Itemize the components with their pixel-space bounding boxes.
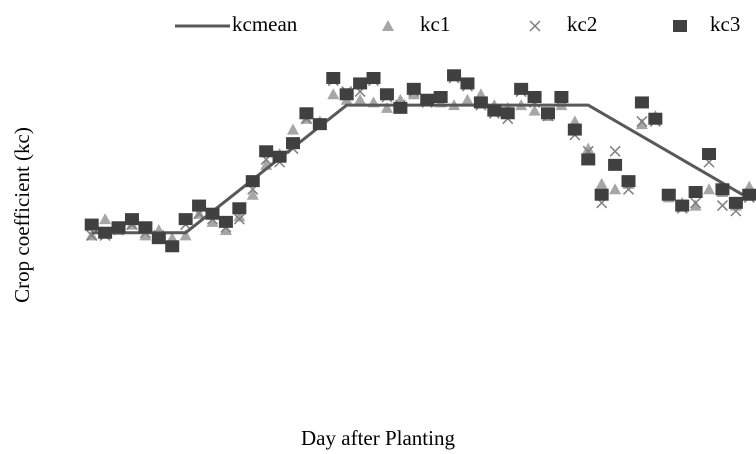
point (192, 199, 207, 212)
point (232, 202, 247, 215)
point (581, 153, 596, 166)
legend-label: kc1 (420, 12, 450, 36)
point (98, 226, 113, 239)
point (287, 123, 300, 135)
point (218, 215, 233, 228)
point (299, 107, 314, 120)
point (327, 88, 340, 100)
legend-swatch (673, 20, 687, 32)
point (675, 199, 690, 212)
legend-label: kcmean (232, 12, 298, 36)
point (527, 91, 542, 103)
point (540, 107, 555, 120)
point (272, 150, 287, 163)
point (151, 232, 166, 245)
point (99, 213, 112, 225)
point (339, 88, 354, 101)
point (219, 224, 232, 235)
x-axis-title: Day after Planting (301, 426, 455, 450)
point (500, 107, 515, 120)
point (635, 118, 648, 130)
point (393, 101, 408, 114)
point (661, 188, 676, 201)
point (380, 101, 393, 113)
y-axis-title: Crop coefficient (kc) (10, 127, 34, 303)
point (609, 145, 621, 157)
point (703, 183, 716, 195)
point (715, 183, 730, 196)
point (514, 82, 529, 95)
point (634, 96, 649, 109)
point (460, 77, 475, 90)
point (178, 213, 193, 226)
point (621, 175, 636, 188)
point (461, 93, 474, 105)
point (528, 104, 541, 116)
point (312, 118, 327, 131)
point (165, 240, 180, 253)
point (689, 199, 702, 211)
point (246, 188, 259, 200)
point (379, 88, 394, 101)
point (608, 158, 623, 171)
point (716, 200, 728, 212)
point (326, 72, 341, 84)
point (702, 148, 717, 160)
legend-swatch (529, 20, 541, 32)
point (742, 188, 756, 201)
point (594, 188, 609, 201)
point (473, 96, 488, 109)
point (353, 77, 368, 90)
point (487, 104, 502, 117)
point (609, 183, 622, 195)
point (111, 221, 126, 234)
point (233, 213, 245, 225)
point (354, 93, 367, 105)
point (648, 112, 663, 125)
legend-label: kc2 (567, 12, 597, 36)
point (206, 215, 219, 227)
legend-swatch (382, 20, 394, 31)
point (286, 137, 301, 150)
point (84, 218, 99, 231)
point (179, 229, 192, 241)
point (447, 69, 462, 82)
point (595, 177, 608, 189)
point (245, 175, 260, 188)
point (554, 91, 569, 103)
point (205, 207, 220, 220)
point (688, 186, 703, 198)
point (124, 213, 139, 226)
point (138, 221, 153, 234)
point (406, 82, 421, 95)
point (690, 197, 702, 209)
point (728, 196, 743, 209)
legend-label: kc3 (710, 12, 740, 36)
point (139, 229, 152, 241)
point (567, 123, 582, 136)
point (636, 115, 648, 127)
point (233, 210, 246, 222)
point (366, 72, 381, 84)
point (420, 93, 435, 106)
point (433, 91, 448, 103)
point (259, 145, 274, 158)
point (582, 142, 595, 154)
